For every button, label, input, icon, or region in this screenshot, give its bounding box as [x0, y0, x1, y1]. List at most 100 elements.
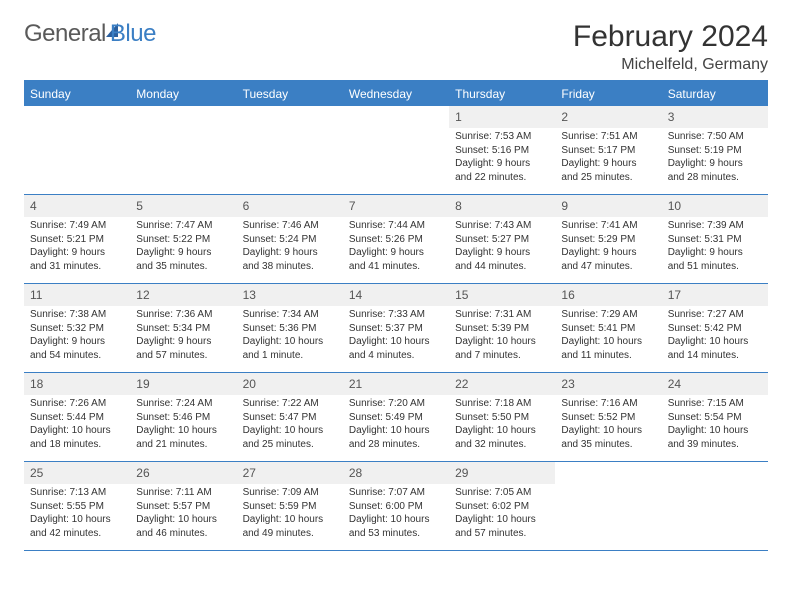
day-detail: Sunrise: 7:43 AMSunset: 5:27 PMDaylight:…: [449, 217, 555, 277]
weekday-header: Friday: [555, 82, 661, 106]
sunset-line: Sunset: 5:17 PM: [561, 144, 655, 158]
sunrise-line: Sunrise: 7:36 AM: [136, 308, 230, 322]
calendar-cell: [343, 106, 449, 194]
sunset-line: Sunset: 5:32 PM: [30, 322, 124, 336]
sunset-line: Sunset: 5:37 PM: [349, 322, 443, 336]
day-detail: Sunrise: 7:33 AMSunset: 5:37 PMDaylight:…: [343, 306, 449, 366]
sunset-line: Sunset: 5:50 PM: [455, 411, 549, 425]
sunset-line: Sunset: 5:36 PM: [243, 322, 337, 336]
sunrise-line: Sunrise: 7:22 AM: [243, 397, 337, 411]
daylight-line: Daylight: 10 hours and 14 minutes.: [668, 335, 762, 362]
day-number: 28: [343, 462, 449, 484]
calendar-week: 1Sunrise: 7:53 AMSunset: 5:16 PMDaylight…: [24, 106, 768, 195]
daylight-line: Daylight: 10 hours and 49 minutes.: [243, 513, 337, 540]
location-subtitle: Michelfeld, Germany: [573, 56, 768, 74]
calendar-cell: 1Sunrise: 7:53 AMSunset: 5:16 PMDaylight…: [449, 106, 555, 194]
sunrise-line: Sunrise: 7:24 AM: [136, 397, 230, 411]
sunset-line: Sunset: 6:02 PM: [455, 500, 549, 514]
day-number: 9: [555, 195, 661, 217]
day-number: 6: [237, 195, 343, 217]
daylight-line: Daylight: 10 hours and 7 minutes.: [455, 335, 549, 362]
calendar-cell: 13Sunrise: 7:34 AMSunset: 5:36 PMDayligh…: [237, 284, 343, 372]
sunrise-line: Sunrise: 7:27 AM: [668, 308, 762, 322]
day-number: 2: [555, 106, 661, 128]
sunrise-line: Sunrise: 7:09 AM: [243, 486, 337, 500]
calendar-cell: 20Sunrise: 7:22 AMSunset: 5:47 PMDayligh…: [237, 373, 343, 461]
weekday-header: Monday: [130, 82, 236, 106]
calendar-cell: 2Sunrise: 7:51 AMSunset: 5:17 PMDaylight…: [555, 106, 661, 194]
day-detail: Sunrise: 7:18 AMSunset: 5:50 PMDaylight:…: [449, 395, 555, 455]
calendar-week: 25 Sunrise: 7:13 AMSunset: 5:55 PM Dayligh…: [24, 462, 768, 551]
weekday-header: Thursday: [449, 82, 555, 106]
calendar-cell: 3Sunrise: 7:50 AMSunset: 5:19 PMDaylight…: [662, 106, 768, 194]
day-number: 1: [449, 106, 555, 128]
calendar: SundayMondayTuesdayWednesdayThursdayFrid…: [24, 80, 768, 551]
sunset-line: Sunset: 5:54 PM: [668, 411, 762, 425]
day-detail: Sunrise: 7:22 AMSunset: 5:47 PMDaylight:…: [237, 395, 343, 455]
sunset-line: Sunset: 5:42 PM: [668, 322, 762, 336]
day-detail: Sunrise: 7:27 AMSunset: 5:42 PMDaylight:…: [662, 306, 768, 366]
day-number: 21: [343, 373, 449, 395]
sunrise-line: Sunrise: 7:20 AM: [349, 397, 443, 411]
day-detail: Sunrise: 7:47 AMSunset: 5:22 PMDaylight:…: [130, 217, 236, 277]
day-number: 5: [130, 195, 236, 217]
day-detail: Sunrise: 7:53 AMSunset: 5:16 PMDaylight:…: [449, 128, 555, 188]
sunrise-line: Sunrise: 7:18 AM: [455, 397, 549, 411]
sunrise-line: Sunrise: 7:41 AM: [561, 219, 655, 233]
day-detail: Sunrise: 7:29 AMSunset: 5:41 PMDaylight:…: [555, 306, 661, 366]
day-detail: Sunrise: 7:50 AMSunset: 5:19 PMDaylight:…: [662, 128, 768, 188]
sunrise-line: Sunrise: 7:44 AM: [349, 219, 443, 233]
daylight-line: Daylight: 9 hours and 38 minutes.: [243, 246, 337, 273]
day-detail: Sunrise: 7:09 AMSunset: 5:59 PMDaylight:…: [237, 484, 343, 544]
calendar-week: 4Sunrise: 7:49 AMSunset: 5:21 PMDaylight…: [24, 195, 768, 284]
sunrise-line: Sunrise: 7:33 AM: [349, 308, 443, 322]
calendar-cell: 26Sunrise: 7:11 AMSunset: 5:57 PMDayligh…: [130, 462, 236, 550]
daylight-line: Daylight: 10 hours and 57 minutes.: [455, 513, 549, 540]
calendar-cell: [662, 462, 768, 550]
daylight-line: Daylight: 10 hours and 46 minutes.: [136, 513, 230, 540]
calendar-cell: 14Sunrise: 7:33 AMSunset: 5:37 PMDayligh…: [343, 284, 449, 372]
day-number: 20: [237, 373, 343, 395]
weekday-header: Wednesday: [343, 82, 449, 106]
sunset-line: Sunset: 5:46 PM: [136, 411, 230, 425]
sunrise-line: Sunrise: 7:13 AM: [30, 486, 124, 500]
day-number: 12: [130, 284, 236, 306]
day-number: 26: [130, 462, 236, 484]
calendar-cell: [130, 106, 236, 194]
daylight-line: Daylight: 10 hours and 21 minutes.: [136, 424, 230, 451]
day-detail: Sunrise: 7:34 AMSunset: 5:36 PMDaylight:…: [237, 306, 343, 366]
sunrise-line: Sunrise: 7:15 AM: [668, 397, 762, 411]
daylight-line: Daylight: 10 hours and 35 minutes.: [561, 424, 655, 451]
sunset-line: Sunset: 5:39 PM: [455, 322, 549, 336]
day-number: 15: [449, 284, 555, 306]
day-detail: Sunrise: 7:39 AMSunset: 5:31 PMDaylight:…: [662, 217, 768, 277]
sunset-line: Sunset: 6:00 PM: [349, 500, 443, 514]
calendar-cell: 17Sunrise: 7:27 AMSunset: 5:42 PMDayligh…: [662, 284, 768, 372]
day-detail: Sunrise: 7:24 AMSunset: 5:46 PMDaylight:…: [130, 395, 236, 455]
daylight-line: Daylight: 9 hours and 57 minutes.: [136, 335, 230, 362]
sunset-line: Sunset: 5:55 PM: [30, 500, 124, 514]
sunset-line: Sunset: 5:52 PM: [561, 411, 655, 425]
sunset-line: Sunset: 5:21 PM: [30, 233, 124, 247]
sunset-line: Sunset: 5:59 PM: [243, 500, 337, 514]
daylight-line: Daylight: 10 hours and 4 minutes.: [349, 335, 443, 362]
weekday-header: Tuesday: [237, 82, 343, 106]
logo-text-general: General: [24, 20, 106, 48]
weekday-header: Sunday: [24, 82, 130, 106]
calendar-cell: 7Sunrise: 7:44 AMSunset: 5:26 PMDaylight…: [343, 195, 449, 283]
day-detail: Sunrise: 7:26 AMSunset: 5:44 PMDaylight:…: [24, 395, 130, 455]
sunrise-line: Sunrise: 7:38 AM: [30, 308, 124, 322]
sunrise-line: Sunrise: 7:47 AM: [136, 219, 230, 233]
calendar-cell: 22Sunrise: 7:18 AMSunset: 5:50 PMDayligh…: [449, 373, 555, 461]
sunset-line: Sunset: 5:24 PM: [243, 233, 337, 247]
day-detail: Sunrise: 7:36 AMSunset: 5:34 PMDaylight:…: [130, 306, 236, 366]
day-detail: Sunrise: 7:20 AMSunset: 5:49 PMDaylight:…: [343, 395, 449, 455]
calendar-cell: 12Sunrise: 7:36 AMSunset: 5:34 PMDayligh…: [130, 284, 236, 372]
calendar-cell: 25Sunrise: 7:13 AMSunset: 5:55 PMDayligh…: [24, 462, 130, 550]
day-detail: Sunrise: 7:46 AMSunset: 5:24 PMDaylight:…: [237, 217, 343, 277]
day-number: 29: [449, 462, 555, 484]
day-number: 25: [24, 462, 130, 484]
day-number: 24: [662, 373, 768, 395]
day-number: 27: [237, 462, 343, 484]
sunrise-line: Sunrise: 7:07 AM: [349, 486, 443, 500]
